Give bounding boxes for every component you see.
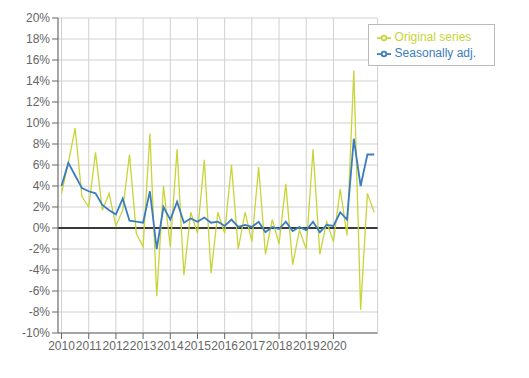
- svg-text:16%: 16%: [26, 53, 50, 67]
- svg-text:2014: 2014: [157, 339, 184, 353]
- svg-text:2019: 2019: [293, 339, 320, 353]
- svg-text:2%: 2%: [33, 200, 51, 214]
- svg-text:-10%: -10%: [22, 326, 50, 340]
- svg-text:-6%: -6%: [29, 284, 51, 298]
- svg-text:14%: 14%: [26, 74, 50, 88]
- html-text:Seasonally adj.: Seasonally adj.: [394, 46, 476, 60]
- svg-text:-8%: -8%: [29, 305, 51, 319]
- svg-text:2018: 2018: [266, 339, 293, 353]
- svg-text:-4%: -4%: [29, 263, 51, 277]
- svg-text:20%: 20%: [26, 11, 50, 25]
- svg-text:2010: 2010: [48, 339, 75, 353]
- svg-text:2017: 2017: [239, 339, 266, 353]
- html-text:Original series: Original series: [394, 30, 472, 44]
- svg-text:2016: 2016: [211, 339, 238, 353]
- svg-text:2015: 2015: [184, 339, 211, 353]
- svg-text:10%: 10%: [26, 116, 50, 130]
- svg-text:2012: 2012: [103, 339, 130, 353]
- svg-text:4%: 4%: [33, 179, 51, 193]
- svg-text:-2%: -2%: [29, 242, 51, 256]
- svg-text:2011: 2011: [76, 339, 102, 353]
- svg-text:6%: 6%: [33, 158, 51, 172]
- svg-text:2013: 2013: [130, 339, 157, 353]
- svg-text:12%: 12%: [26, 95, 50, 109]
- svg-text:2020: 2020: [320, 339, 347, 353]
- svg-text:18%: 18%: [26, 32, 50, 46]
- svg-text:0%: 0%: [33, 221, 51, 235]
- svg-text:8%: 8%: [33, 137, 51, 151]
